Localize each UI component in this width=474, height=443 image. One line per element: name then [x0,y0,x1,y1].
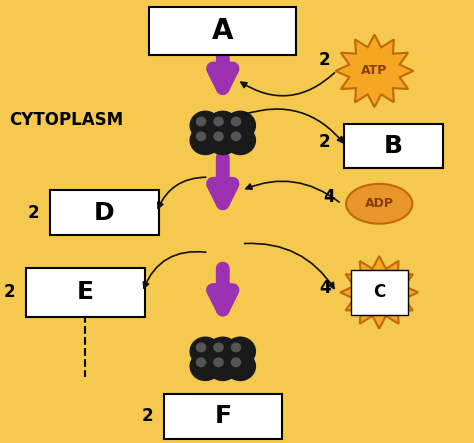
Circle shape [214,132,223,140]
Circle shape [190,352,220,381]
Circle shape [197,117,206,126]
Circle shape [214,343,223,352]
Ellipse shape [346,184,412,224]
Text: ADP: ADP [365,197,394,210]
Circle shape [197,343,206,352]
Circle shape [225,352,255,381]
FancyBboxPatch shape [164,394,282,439]
Circle shape [208,111,238,140]
Circle shape [208,126,238,155]
Text: 2: 2 [4,284,15,301]
Text: CYTOPLASM: CYTOPLASM [9,111,124,128]
Circle shape [225,111,255,140]
Text: 4: 4 [319,279,330,297]
Circle shape [197,358,206,366]
FancyBboxPatch shape [344,124,443,168]
Circle shape [190,337,220,365]
Circle shape [225,337,255,365]
Circle shape [231,117,240,126]
Text: D: D [94,201,115,225]
Circle shape [208,352,238,381]
Text: A: A [212,17,234,45]
Circle shape [214,358,223,366]
FancyBboxPatch shape [50,190,159,235]
Circle shape [231,132,240,140]
Circle shape [208,337,238,365]
FancyBboxPatch shape [26,268,145,317]
Text: ATP: ATP [361,64,388,78]
Circle shape [190,111,220,140]
Text: 4: 4 [324,188,335,206]
Polygon shape [340,256,418,329]
Text: 2: 2 [141,408,153,425]
Text: F: F [214,404,231,428]
Circle shape [231,358,240,366]
Text: 2: 2 [319,133,330,151]
Circle shape [190,126,220,155]
Circle shape [231,343,240,352]
Circle shape [225,126,255,155]
Circle shape [214,117,223,126]
FancyBboxPatch shape [351,270,408,315]
Text: E: E [77,280,94,304]
Text: C: C [373,284,385,301]
Polygon shape [336,35,413,107]
Text: B: B [384,134,403,158]
Text: 2: 2 [319,51,330,69]
Circle shape [197,132,206,140]
FancyBboxPatch shape [149,7,296,55]
Text: 2: 2 [27,204,39,222]
